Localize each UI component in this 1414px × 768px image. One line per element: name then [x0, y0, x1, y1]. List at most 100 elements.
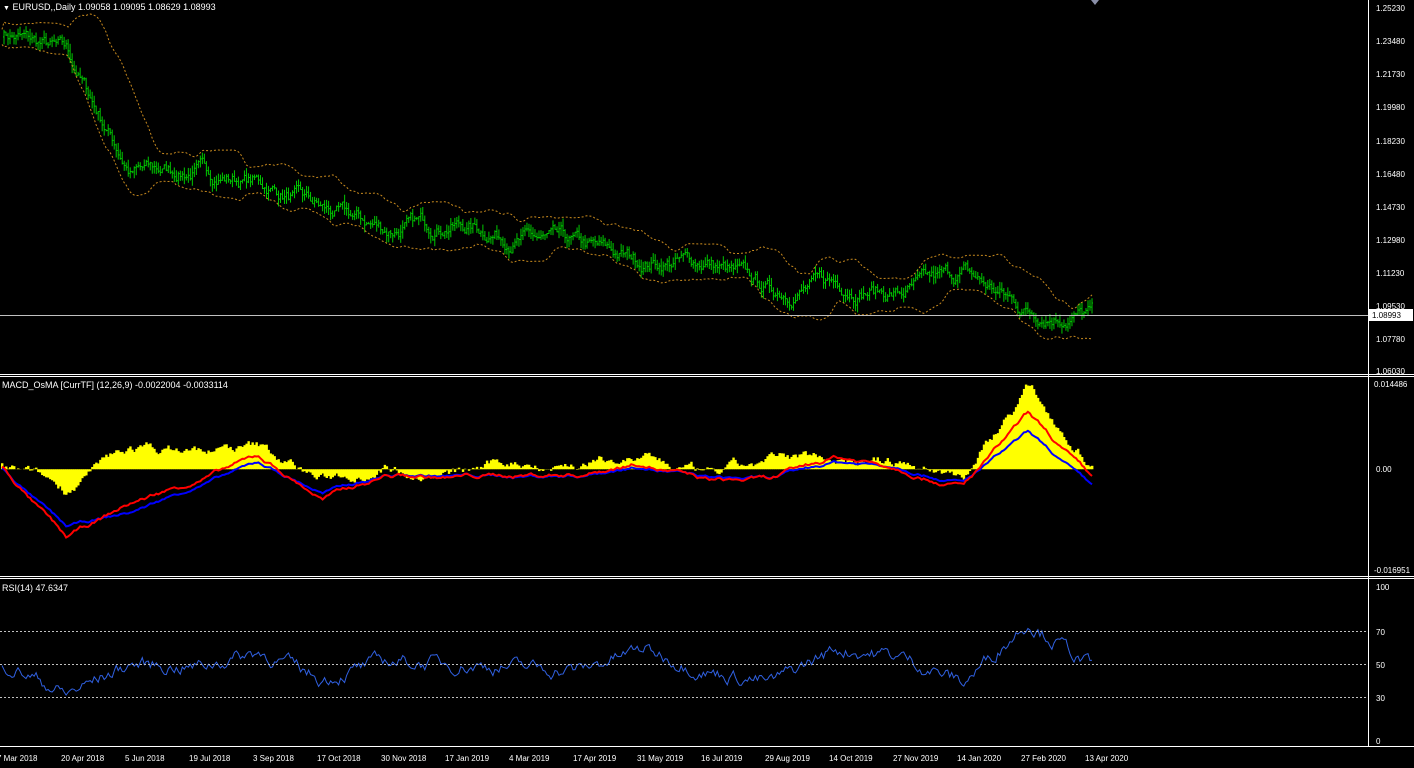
macd-histogram-bar [501, 465, 505, 470]
macd-histogram-bar [225, 444, 228, 470]
macd-histogram-bar [794, 454, 797, 470]
macd-histogram-bar [195, 450, 198, 470]
price-axis-tick: 1.23480 [1376, 37, 1405, 46]
macd-histogram-bar [552, 467, 555, 470]
macd-histogram-bar [315, 469, 318, 480]
time-axis-tick: 27 Feb 2020 [1021, 754, 1066, 763]
macd-histogram-bar [447, 469, 451, 474]
macd-histogram-bar [269, 453, 272, 470]
macd-histogram-bar [407, 469, 411, 478]
macd-histogram-bar [864, 463, 867, 470]
macd-histogram-bar [219, 447, 222, 470]
macd-histogram-bar [5, 466, 8, 470]
price-pane[interactable] [0, 0, 1368, 374]
macd-histogram-bar [33, 468, 36, 470]
macd-histogram-bar [457, 467, 461, 470]
macd-histogram-bar [714, 469, 717, 472]
macd-histogram-bar [1046, 413, 1050, 470]
macd-histogram-bar [1002, 419, 1006, 470]
macd-histogram-bar [734, 459, 737, 470]
macd-histogram-bar [429, 469, 433, 479]
macd-histogram-bar [804, 451, 807, 470]
macd-histogram-bar [626, 458, 629, 470]
time-axis-tick: 29 Aug 2019 [765, 754, 810, 763]
macd-histogram-bar [297, 467, 300, 470]
current-price-tag [1369, 309, 1413, 321]
macd-histogram-bar [467, 469, 471, 471]
macd-histogram-bar [95, 462, 98, 470]
macd-histogram-bar [624, 461, 627, 470]
macd-histogram-bar [147, 444, 150, 470]
macd-histogram-bar [780, 453, 783, 470]
macd-histogram-bar [836, 460, 839, 470]
macd-histogram-bar [946, 469, 950, 471]
macd-histogram-bar [810, 455, 813, 470]
macd-histogram-bar [183, 450, 186, 470]
macd-histogram-bar [648, 452, 651, 470]
macd-histogram-bar [928, 469, 932, 472]
macd-histogram-bar [475, 466, 479, 470]
macd-histogram-bar [27, 465, 30, 470]
macd-histogram-bar [293, 465, 296, 470]
macd-histogram-bar [423, 469, 427, 478]
macd-histogram-bar [844, 462, 847, 470]
macd-histogram-bar [1056, 427, 1060, 470]
macd-histogram-bar [800, 454, 803, 470]
macd-histogram-bar [215, 448, 218, 470]
macd-histogram-bar [966, 469, 970, 475]
time-axis-tick: 3 Sep 2018 [253, 754, 294, 763]
macd-histogram-bar [1082, 461, 1086, 470]
macd-histogram-bar [592, 459, 595, 470]
chart-shift-marker-icon[interactable] [1091, 0, 1099, 5]
macd-histogram-bar [223, 444, 226, 470]
macd-histogram-bar [319, 469, 322, 475]
macd-histogram-bar [838, 459, 841, 470]
macd-histogram-bar [533, 465, 537, 470]
macd-histogram-bar [896, 463, 900, 470]
macd-histogram-bar [910, 466, 914, 470]
macd-histogram-bar [568, 466, 571, 470]
macd-histogram-bar [431, 469, 435, 479]
macd-histogram-bar [521, 466, 525, 470]
macd-histogram-bar [688, 463, 691, 470]
macd-histogram-bar [796, 457, 799, 470]
macd-histogram-bar [558, 465, 561, 470]
macd-histogram-bar [473, 468, 477, 470]
macd-histogram-bar [834, 463, 837, 470]
macd-histogram-bar [600, 456, 603, 470]
rsi-axis-tick: 0 [1376, 737, 1381, 746]
price-axis-tick: 1.19980 [1376, 103, 1405, 112]
macd-histogram-bar [550, 469, 553, 471]
macd-histogram-bar [722, 469, 725, 470]
macd-histogram-bar [788, 458, 791, 470]
macd-histogram-bar [77, 469, 80, 486]
time-axis-tick: 19 Jul 2018 [189, 754, 231, 763]
macd-histogram-bar [1022, 388, 1026, 470]
macd-histogram-bar [487, 463, 491, 470]
macd-histogram-bar [353, 469, 357, 483]
macd-histogram-bar [1054, 427, 1058, 470]
macd-histogram-bar [441, 469, 445, 473]
macd-histogram-bar [201, 451, 204, 470]
macd-histogram-bar [125, 451, 128, 470]
macd-histogram-bar [329, 469, 333, 479]
lower-band-line [1, 44, 1093, 340]
time-axis-tick: 17 Apr 2019 [573, 754, 617, 763]
macd-histogram-bar [842, 459, 845, 470]
macd-histogram-bar [285, 462, 288, 470]
macd-histogram-bar [185, 448, 188, 470]
macd-histogram-bar [1064, 440, 1068, 470]
macd-histogram-bar [189, 450, 192, 470]
time-axis-tick: 17 Oct 2018 [317, 754, 361, 763]
macd-histogram-bar [29, 469, 32, 471]
dropdown-triangle-icon[interactable]: ▼ [3, 5, 10, 12]
macd-histogram-bar [355, 469, 359, 479]
price-axis-tick: 1.18230 [1376, 137, 1405, 146]
macd-histogram-bar [11, 465, 14, 470]
macd-histogram-bar [213, 451, 216, 470]
macd-histogram-bar [365, 469, 369, 480]
macd-histogram-bar [449, 469, 453, 472]
macd-histogram-bar [650, 456, 653, 470]
macd-histogram-bar [1032, 389, 1036, 470]
